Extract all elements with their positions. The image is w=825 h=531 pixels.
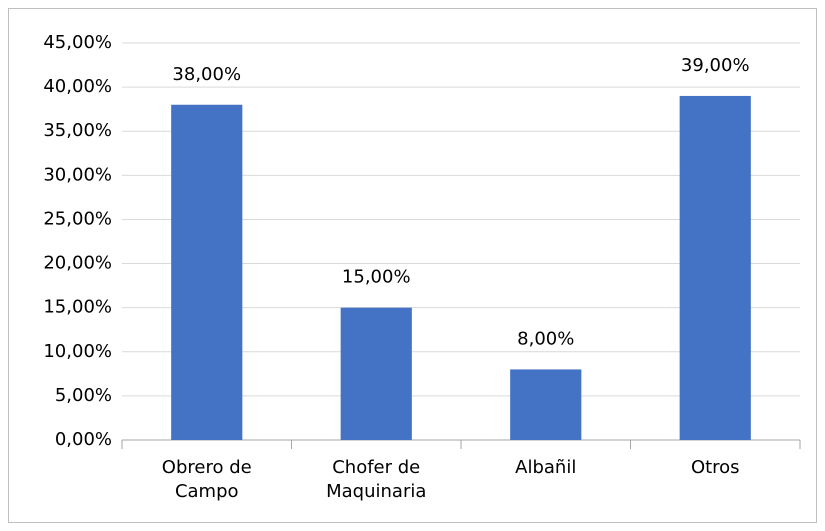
- y-tick-label: 10,00%: [43, 341, 112, 362]
- y-tick-label: 35,00%: [43, 120, 112, 141]
- y-tick-label: 30,00%: [43, 164, 112, 185]
- y-tick-label: 45,00%: [43, 32, 112, 53]
- y-tick-label: 25,00%: [43, 208, 112, 229]
- bar: [510, 369, 582, 440]
- x-tick-label: Chofer de Maquinaria: [326, 457, 427, 502]
- x-tick-label-box: Albañil: [515, 457, 577, 478]
- x-tick-label-box: Chofer de Maquinaria: [326, 457, 427, 502]
- bar: [679, 95, 751, 440]
- data-label: 15,00%: [342, 267, 411, 288]
- x-tick-label-box: Otros: [690, 457, 740, 478]
- y-tick-label: 15,00%: [43, 297, 112, 318]
- y-tick-label: 5,00%: [55, 385, 112, 406]
- y-tick-label: 20,00%: [43, 253, 112, 274]
- x-tick-label-box: Obrero de Campo: [161, 457, 252, 502]
- data-label: 8,00%: [517, 328, 574, 349]
- x-tick-label: Otros: [690, 457, 740, 478]
- y-tick-label: 0,00%: [55, 429, 112, 450]
- x-tick-label: Obrero de Campo: [161, 457, 252, 502]
- data-label: 39,00%: [681, 55, 750, 76]
- x-tick-label: Albañil: [515, 457, 577, 478]
- y-tick-label: 40,00%: [43, 76, 112, 97]
- bar: [340, 307, 412, 440]
- data-label: 38,00%: [172, 64, 241, 85]
- bar: [171, 104, 243, 440]
